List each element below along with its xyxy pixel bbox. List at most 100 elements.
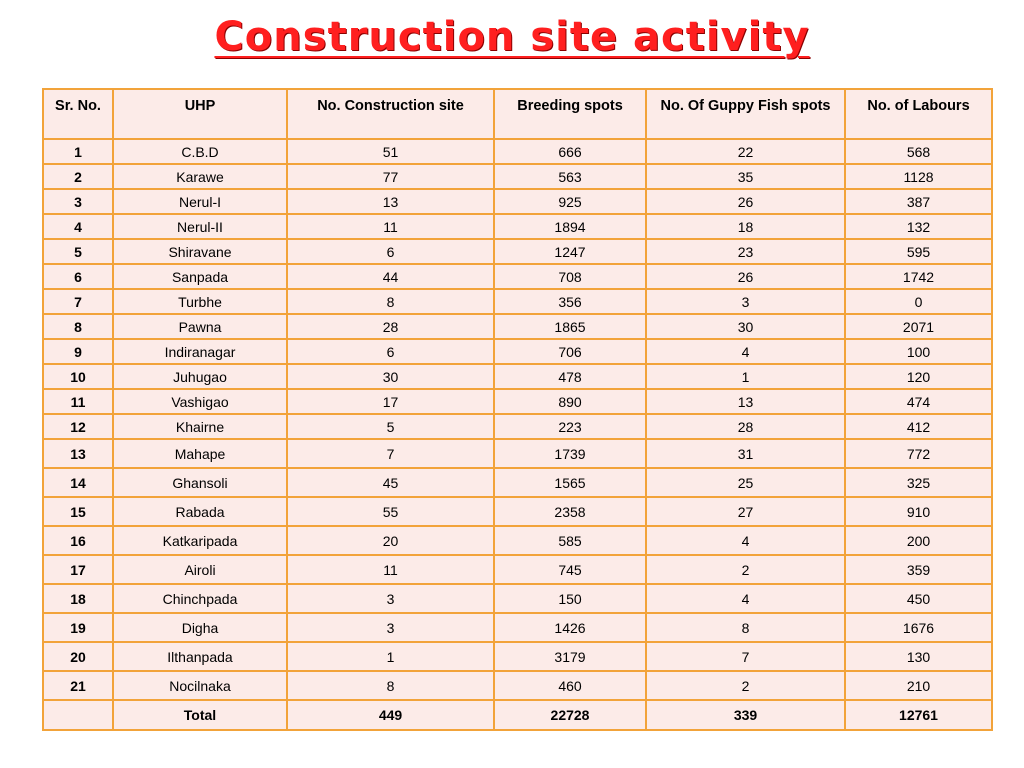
cell-labours: 772 bbox=[844, 438, 993, 469]
cell-breeding-spots: 890 bbox=[493, 388, 647, 415]
cell-uhp: Sanpada bbox=[112, 263, 288, 290]
header-uhp: UHP bbox=[112, 88, 288, 140]
cell-construction-sites: 6 bbox=[286, 238, 495, 265]
total-cell-uhp: Total bbox=[112, 699, 288, 731]
cell-uhp: Juhugao bbox=[112, 363, 288, 390]
cell-guppy-fish-spots: 35 bbox=[645, 163, 846, 190]
cell-guppy-fish-spots: 13 bbox=[645, 388, 846, 415]
cell-guppy-fish-spots: 7 bbox=[645, 641, 846, 672]
cell-uhp: Nocilnaka bbox=[112, 670, 288, 701]
table-row: 15 Rabada 55 2358 27 910 bbox=[42, 496, 993, 527]
cell-guppy-fish-spots: 1 bbox=[645, 363, 846, 390]
cell-uhp: Indiranagar bbox=[112, 338, 288, 365]
table-row: 19 Digha 3 1426 8 1676 bbox=[42, 612, 993, 643]
cell-labours: 359 bbox=[844, 554, 993, 585]
cell-breeding-spots: 460 bbox=[493, 670, 647, 701]
cell-guppy-fish-spots: 31 bbox=[645, 438, 846, 469]
table-row: 18 Chinchpada 3 150 4 450 bbox=[42, 583, 993, 614]
cell-sr-no: 4 bbox=[42, 213, 114, 240]
cell-guppy-fish-spots: 30 bbox=[645, 313, 846, 340]
cell-guppy-fish-spots: 22 bbox=[645, 138, 846, 165]
cell-guppy-fish-spots: 2 bbox=[645, 554, 846, 585]
cell-sr-no: 6 bbox=[42, 263, 114, 290]
header-breeding-spots: Breeding spots bbox=[493, 88, 647, 140]
table-row: 2 Karawe 77 563 35 1128 bbox=[42, 163, 993, 190]
cell-construction-sites: 11 bbox=[286, 213, 495, 240]
cell-labours: 1742 bbox=[844, 263, 993, 290]
slide-title: Construction site activity bbox=[214, 14, 810, 60]
cell-labours: 595 bbox=[844, 238, 993, 265]
cell-uhp: Vashigao bbox=[112, 388, 288, 415]
cell-guppy-fish-spots: 28 bbox=[645, 413, 846, 440]
cell-construction-sites: 8 bbox=[286, 288, 495, 315]
table-row: 17 Airoli 11 745 2 359 bbox=[42, 554, 993, 585]
cell-sr-no: 17 bbox=[42, 554, 114, 585]
cell-guppy-fish-spots: 4 bbox=[645, 583, 846, 614]
cell-sr-no: 3 bbox=[42, 188, 114, 215]
cell-labours: 450 bbox=[844, 583, 993, 614]
cell-breeding-spots: 1426 bbox=[493, 612, 647, 643]
cell-guppy-fish-spots: 26 bbox=[645, 188, 846, 215]
cell-sr-no: 19 bbox=[42, 612, 114, 643]
cell-construction-sites: 1 bbox=[286, 641, 495, 672]
cell-breeding-spots: 925 bbox=[493, 188, 647, 215]
cell-construction-sites: 20 bbox=[286, 525, 495, 556]
cell-sr-no: 5 bbox=[42, 238, 114, 265]
cell-labours: 132 bbox=[844, 213, 993, 240]
cell-breeding-spots: 1894 bbox=[493, 213, 647, 240]
cell-labours: 568 bbox=[844, 138, 993, 165]
cell-breeding-spots: 150 bbox=[493, 583, 647, 614]
cell-construction-sites: 55 bbox=[286, 496, 495, 527]
table-row: 7 Turbhe 8 356 3 0 bbox=[42, 288, 993, 315]
cell-breeding-spots: 745 bbox=[493, 554, 647, 585]
table-row: 11 Vashigao 17 890 13 474 bbox=[42, 388, 993, 415]
table-row: 6 Sanpada 44 708 26 1742 bbox=[42, 263, 993, 290]
total-row: Total 449 22728 339 12761 bbox=[42, 699, 993, 731]
table-row: 12 Khairne 5 223 28 412 bbox=[42, 413, 993, 440]
table-row: 1 C.B.D 51 666 22 568 bbox=[42, 138, 993, 165]
cell-sr-no: 14 bbox=[42, 467, 114, 498]
cell-sr-no: 8 bbox=[42, 313, 114, 340]
cell-sr-no: 13 bbox=[42, 438, 114, 469]
cell-labours: 910 bbox=[844, 496, 993, 527]
cell-guppy-fish-spots: 18 bbox=[645, 213, 846, 240]
cell-labours: 1128 bbox=[844, 163, 993, 190]
table-row: 20 Ilthanpada 1 3179 7 130 bbox=[42, 641, 993, 672]
cell-labours: 2071 bbox=[844, 313, 993, 340]
cell-labours: 120 bbox=[844, 363, 993, 390]
cell-breeding-spots: 478 bbox=[493, 363, 647, 390]
header-construction-sites: No. Construction site bbox=[286, 88, 495, 140]
cell-construction-sites: 6 bbox=[286, 338, 495, 365]
cell-sr-no: 11 bbox=[42, 388, 114, 415]
cell-breeding-spots: 708 bbox=[493, 263, 647, 290]
cell-sr-no: 7 bbox=[42, 288, 114, 315]
cell-guppy-fish-spots: 23 bbox=[645, 238, 846, 265]
cell-uhp: Airoli bbox=[112, 554, 288, 585]
cell-guppy-fish-spots: 26 bbox=[645, 263, 846, 290]
cell-labours: 474 bbox=[844, 388, 993, 415]
cell-uhp: Mahape bbox=[112, 438, 288, 469]
cell-uhp: Khairne bbox=[112, 413, 288, 440]
cell-uhp: Katkaripada bbox=[112, 525, 288, 556]
cell-breeding-spots: 563 bbox=[493, 163, 647, 190]
cell-labours: 100 bbox=[844, 338, 993, 365]
header-guppy-fish-spots: No. Of Guppy Fish spots bbox=[645, 88, 846, 140]
cell-sr-no: 10 bbox=[42, 363, 114, 390]
cell-breeding-spots: 1865 bbox=[493, 313, 647, 340]
cell-sr-no: 12 bbox=[42, 413, 114, 440]
cell-guppy-fish-spots: 25 bbox=[645, 467, 846, 498]
cell-construction-sites: 77 bbox=[286, 163, 495, 190]
table-row: 5 Shiravane 6 1247 23 595 bbox=[42, 238, 993, 265]
cell-construction-sites: 3 bbox=[286, 612, 495, 643]
cell-construction-sites: 11 bbox=[286, 554, 495, 585]
cell-uhp: Nerul-I bbox=[112, 188, 288, 215]
cell-breeding-spots: 666 bbox=[493, 138, 647, 165]
cell-breeding-spots: 356 bbox=[493, 288, 647, 315]
table-row: 14 Ghansoli 45 1565 25 325 bbox=[42, 467, 993, 498]
cell-labours: 1676 bbox=[844, 612, 993, 643]
cell-sr-no: 18 bbox=[42, 583, 114, 614]
cell-construction-sites: 45 bbox=[286, 467, 495, 498]
table-row: 8 Pawna 28 1865 30 2071 bbox=[42, 313, 993, 340]
cell-breeding-spots: 585 bbox=[493, 525, 647, 556]
total-cell-guppy-fish-spots: 339 bbox=[645, 699, 846, 731]
